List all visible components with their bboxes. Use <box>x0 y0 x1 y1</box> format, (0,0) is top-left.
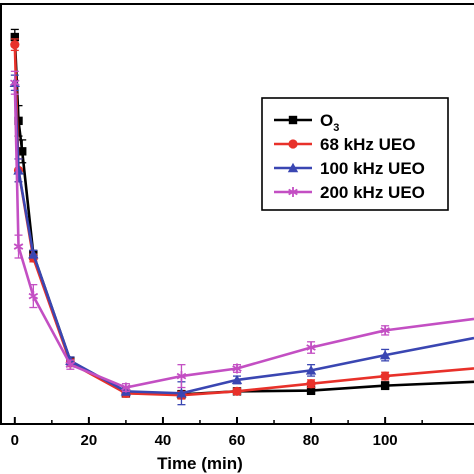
data-point <box>380 381 390 390</box>
legend-label: 68 kHz UEO <box>320 135 415 154</box>
legend-label: 200 kHz UEO <box>320 183 425 202</box>
data-point-stroke <box>306 344 316 351</box>
x-tick-label: 20 <box>81 432 98 449</box>
data-point <box>231 374 243 385</box>
data-point <box>380 325 390 336</box>
data-point <box>305 365 317 375</box>
x-tick-label: 40 <box>155 432 172 449</box>
data-point <box>176 371 187 382</box>
series-o3 <box>10 28 474 399</box>
data-point <box>14 116 23 126</box>
data-point <box>10 77 20 88</box>
data-point <box>288 187 298 197</box>
data-point <box>28 291 39 302</box>
data-point <box>232 363 242 374</box>
data-point <box>65 359 76 370</box>
data-point <box>287 162 299 173</box>
data-point-stroke <box>10 79 20 87</box>
series-line <box>13 36 474 396</box>
x-ticks: 0 20 40 60 80 100 <box>11 417 423 449</box>
data-point <box>176 388 187 398</box>
data-point-stroke <box>380 327 390 334</box>
data-point-stroke <box>13 243 24 250</box>
series-68-khz-ueo <box>10 38 474 400</box>
series-layer <box>9 28 474 406</box>
legend-label: 100 kHz UEO <box>320 159 425 178</box>
data-point <box>380 371 390 381</box>
data-point-stroke <box>28 292 39 300</box>
data-point <box>10 40 20 50</box>
x-tick-label: 80 <box>303 432 320 449</box>
data-point <box>288 115 298 125</box>
data-point <box>306 379 316 389</box>
x-tick-label: 100 <box>373 432 398 449</box>
x-tick-label: 0 <box>11 432 19 449</box>
data-point <box>306 386 316 395</box>
data-point-stroke <box>121 384 131 391</box>
data-point <box>288 139 298 149</box>
x-tick-label: 60 <box>229 432 246 449</box>
series-200-khz-ueo <box>10 70 474 393</box>
data-point <box>121 382 131 393</box>
data-point-stroke <box>176 372 187 380</box>
data-point <box>10 32 20 42</box>
data-point <box>18 147 27 156</box>
data-point-stroke <box>288 188 298 196</box>
data-point <box>232 386 242 396</box>
data-point <box>28 248 39 259</box>
data-point-stroke <box>65 361 76 368</box>
series-line <box>13 82 474 389</box>
data-point-stroke <box>232 365 242 372</box>
data-point <box>379 349 391 360</box>
data-point <box>13 241 24 252</box>
x-axis-title: Time (min) <box>157 454 243 473</box>
data-point <box>306 342 316 353</box>
series-line <box>13 82 474 395</box>
legend-label: O3 <box>320 111 339 134</box>
